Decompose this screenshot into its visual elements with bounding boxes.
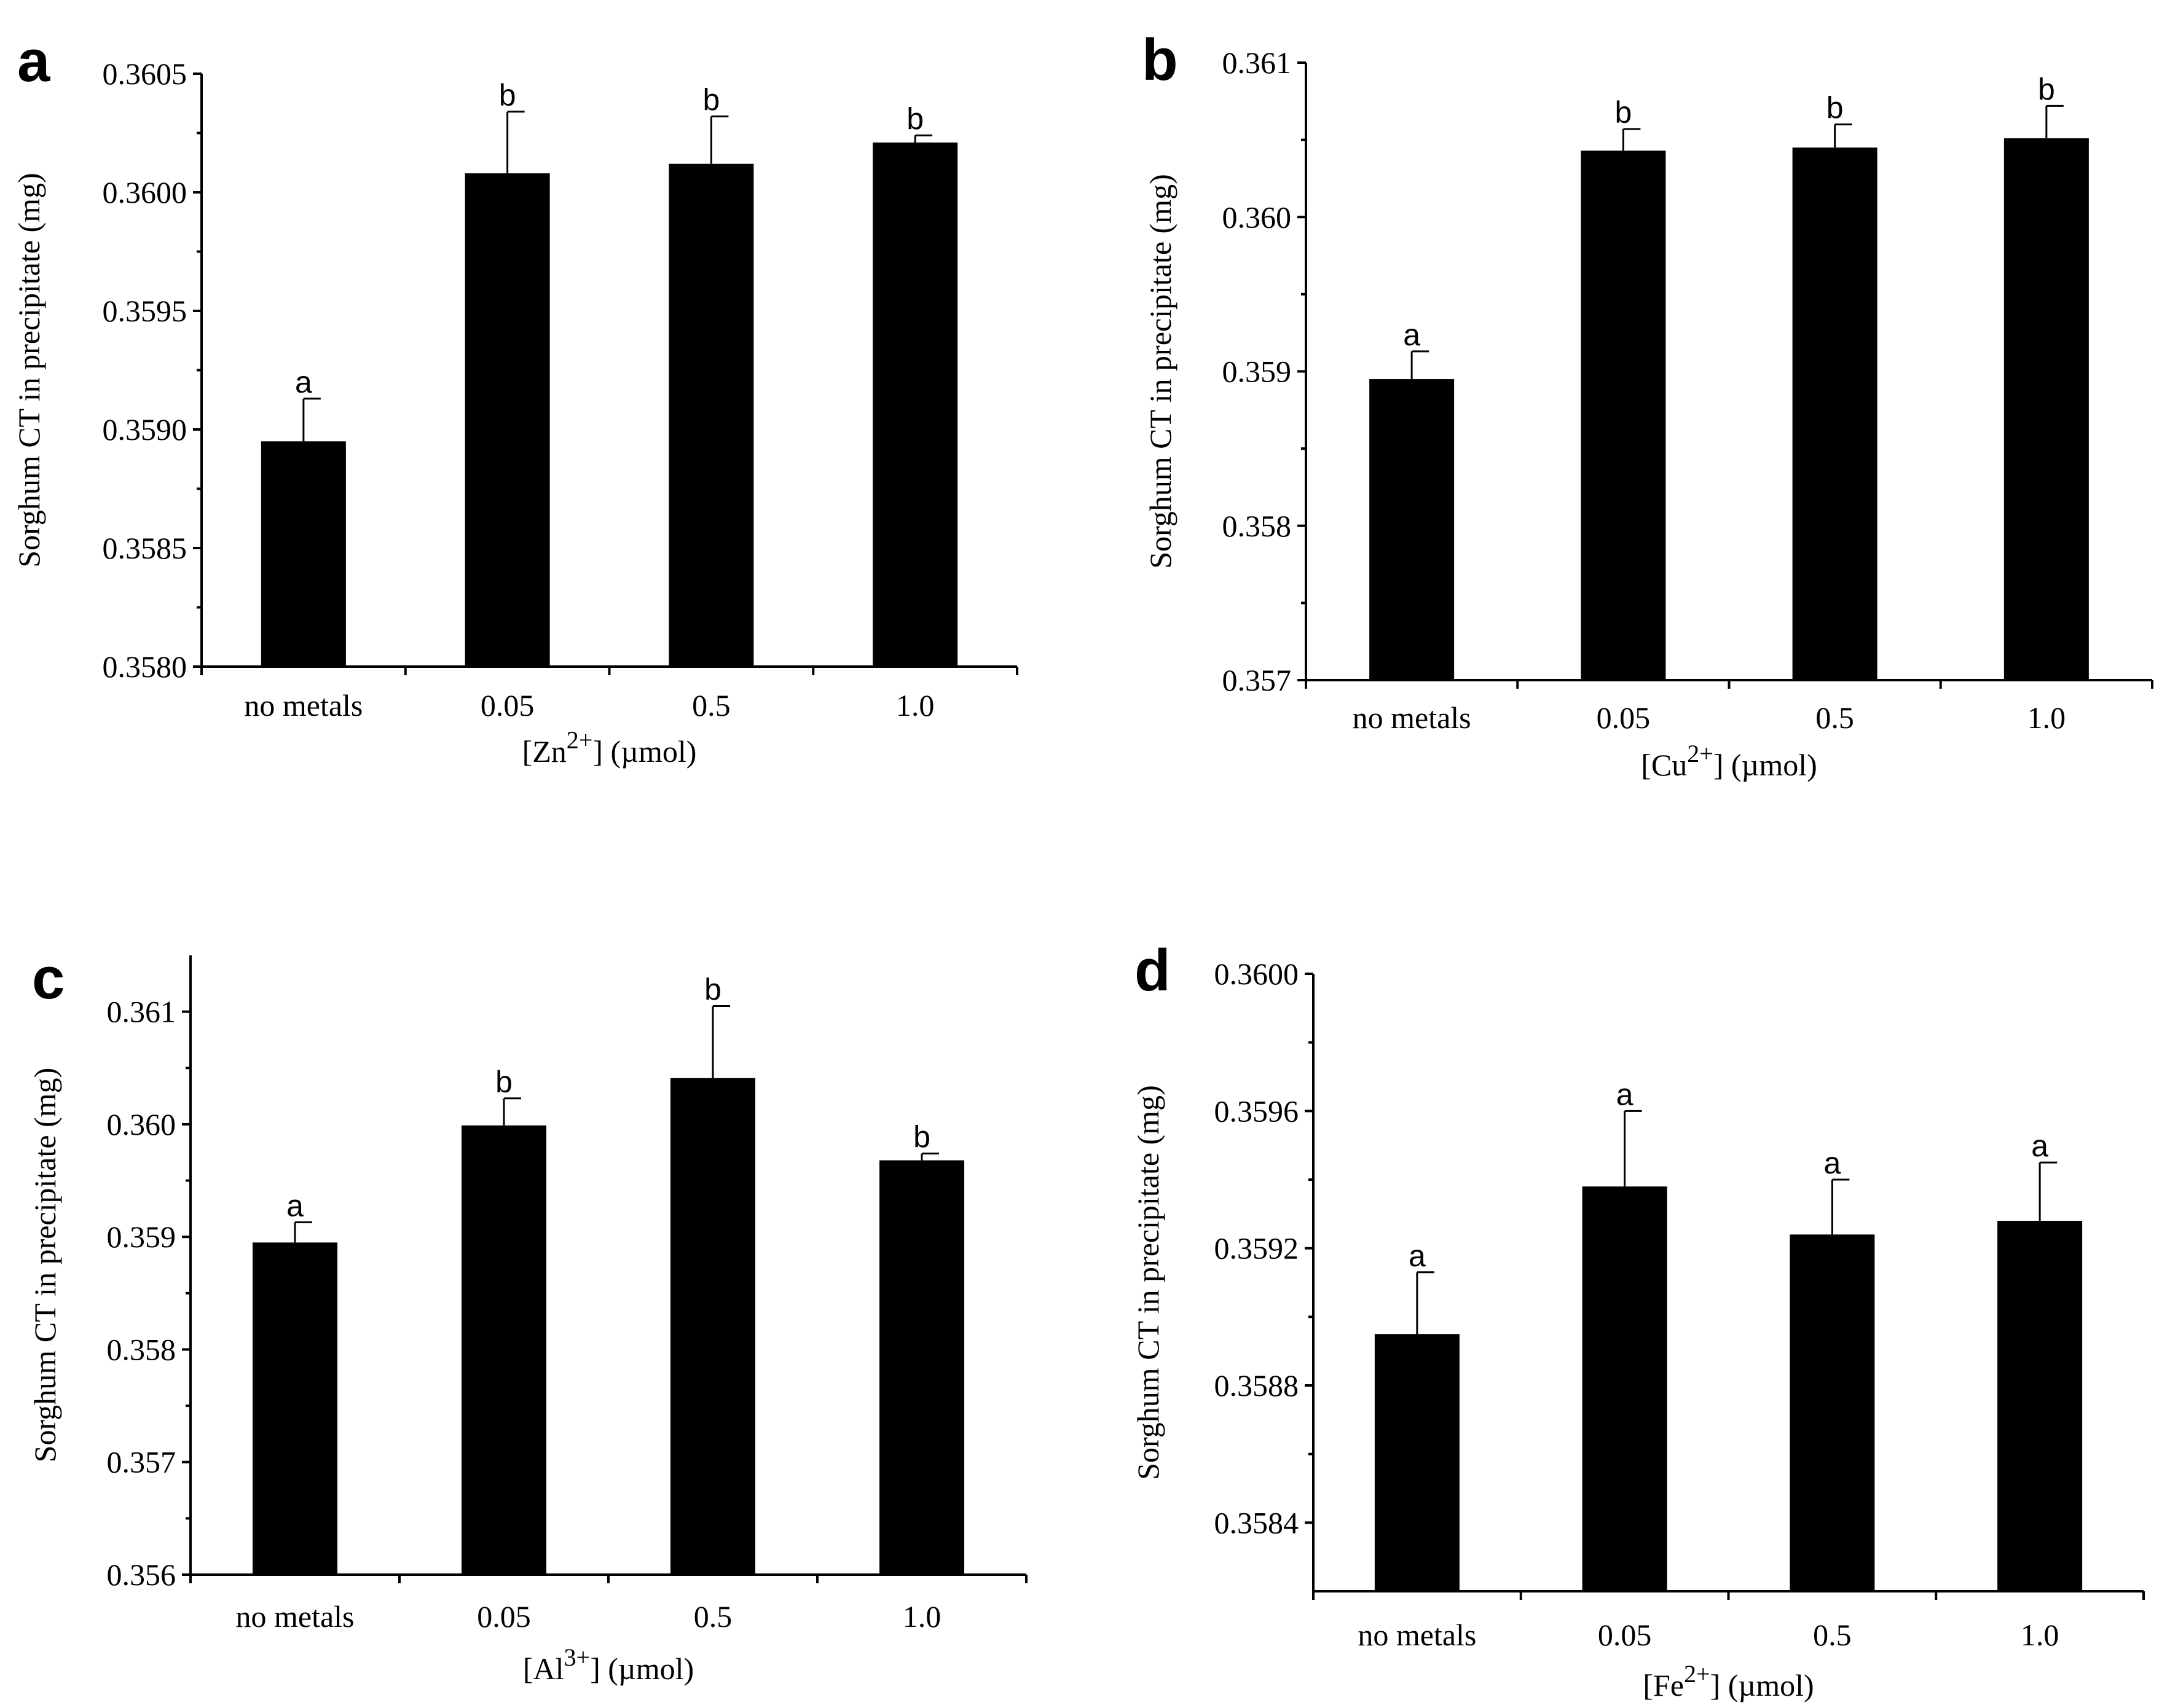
significance-label: b: [495, 1065, 513, 1099]
panel-c: c 0.356 0.357 0.358 0.359 0.360 0.361 a no metal…: [28, 946, 1028, 1686]
x-axis-label-superscript: 2+: [567, 726, 593, 754]
bar: [1997, 1221, 2083, 1591]
y-tick-label: 0.360: [107, 1107, 176, 1142]
y-tick-label: 0.3600: [1214, 957, 1299, 991]
bar: [1369, 379, 1455, 680]
y-tick-label: 0.3588: [1214, 1368, 1299, 1403]
bar: [1790, 1234, 1875, 1591]
y-tick-label: 0.3584: [1214, 1505, 1299, 1540]
x-tick-label: no metals: [244, 688, 363, 723]
panel-letter: a: [17, 28, 50, 94]
y-tick-label: 0.357: [107, 1445, 176, 1479]
significance-label: b: [499, 78, 516, 112]
x-axis-label-prefix: [Cu: [1641, 748, 1687, 782]
x-tick-label: no metals: [1358, 1618, 1476, 1652]
y-tick-label: 0.3600: [103, 175, 187, 210]
x-axis-label-superscript: 2+: [1684, 1660, 1710, 1688]
y-tick-label: 0.3596: [1214, 1094, 1299, 1128]
x-axis-label-suffix: ] (µmol): [590, 1651, 694, 1686]
panel-letter: d: [1134, 938, 1171, 1003]
bar: [669, 163, 754, 667]
x-tick-label: 1.0: [2027, 700, 2066, 735]
bar: [1374, 1334, 1460, 1591]
bar: [462, 1125, 546, 1575]
panel-d: d 0.3584 0.3588 0.3592 0.3596 0.3600 a no metal…: [1131, 938, 2145, 1702]
panel-b: b 0.357 0.358 0.359 0.360 0.361 a no metals b 0.0…: [1142, 27, 2153, 782]
x-tick-label: 0.5: [692, 688, 731, 723]
bar: [465, 173, 550, 667]
x-tick-label: 0.05: [477, 1599, 531, 1634]
significance-label: b: [913, 1120, 930, 1154]
y-tick-label: 0.357: [1222, 663, 1292, 697]
x-tick-label: no metals: [235, 1599, 354, 1634]
significance-label: a: [286, 1188, 304, 1223]
significance-label: a: [1823, 1146, 1841, 1180]
x-tick-label: 0.05: [1597, 700, 1651, 735]
y-tick-label: 0.3585: [103, 531, 187, 565]
y-tick-label: 0.358: [107, 1332, 176, 1366]
x-axis-label-prefix: [Zn: [522, 734, 567, 769]
significance-label: a: [2031, 1129, 2048, 1163]
significance-label: b: [906, 101, 924, 136]
y-tick-label: 0.359: [1222, 355, 1292, 389]
x-axis-label-suffix: ] (µmol): [592, 734, 696, 769]
bar: [873, 142, 958, 667]
bar: [2003, 138, 2089, 681]
y-tick-label: 0.361: [107, 995, 176, 1029]
x-axis-label: [Fe2+] (µmol): [1643, 1660, 1814, 1702]
y-tick-label: 0.359: [107, 1220, 176, 1254]
x-axis-label-suffix: ] (µmol): [1710, 1668, 1814, 1702]
significance-label: b: [2038, 72, 2055, 106]
x-axis-label-superscript: 2+: [1687, 740, 1713, 767]
y-tick-label: 0.3590: [103, 412, 187, 447]
y-tick-label: 0.3580: [103, 649, 187, 684]
x-axis-label-prefix: [Fe: [1643, 1668, 1684, 1702]
x-axis-label-prefix: [Al: [523, 1651, 564, 1686]
x-axis-label-superscript: 3+: [564, 1643, 591, 1671]
y-axis-label: Sorghum CT in precipitate (mg): [12, 173, 46, 568]
x-tick-label: 1.0: [903, 1599, 942, 1634]
x-tick-label: 0.05: [1598, 1618, 1652, 1652]
bar: [261, 441, 346, 667]
y-axis-label: Sorghum CT in precipitate (mg): [1143, 174, 1177, 569]
significance-label: b: [702, 82, 720, 117]
x-axis-label: [Zn2+] (µmol): [522, 726, 697, 769]
significance-label: a: [1403, 318, 1420, 352]
bar: [670, 1078, 755, 1575]
significance-label: a: [1616, 1077, 1634, 1111]
x-tick-label: no metals: [1353, 700, 1471, 735]
y-tick-label: 0.358: [1222, 509, 1292, 543]
x-tick-label: 1.0: [2021, 1618, 2059, 1652]
panel-letter: c: [32, 946, 65, 1011]
significance-label: b: [704, 972, 721, 1006]
y-tick-label: 0.361: [1222, 45, 1292, 80]
bar: [253, 1242, 337, 1575]
x-axis-label: [Al3+] (µmol): [523, 1643, 694, 1686]
y-tick-label: 0.360: [1222, 200, 1292, 234]
panel-a: a 0.3580 0.3585 0.3590 0.3595 0.3600 0.3605 a no…: [12, 28, 1018, 769]
bar: [879, 1160, 964, 1575]
x-axis-label: [Cu2+] (µmol): [1641, 740, 1817, 782]
y-tick-label: 0.3595: [103, 294, 187, 328]
x-tick-label: 0.05: [481, 688, 535, 723]
x-tick-label: 0.5: [1815, 700, 1854, 735]
x-tick-label: 0.5: [1813, 1618, 1852, 1652]
bar: [1582, 1186, 1667, 1591]
x-axis-label-suffix: ] (µmol): [1713, 748, 1817, 782]
bar: [1792, 147, 1877, 680]
x-tick-label: 0.5: [694, 1599, 733, 1634]
x-tick-label: 1.0: [896, 688, 935, 723]
significance-label: a: [295, 365, 312, 399]
y-axis-label: Sorghum CT in precipitate (mg): [1131, 1085, 1165, 1480]
significance-label: b: [1826, 91, 1844, 125]
y-axis-label: Sorghum CT in precipitate (mg): [28, 1068, 62, 1463]
panel-letter: b: [1142, 27, 1178, 93]
y-tick-label: 0.356: [107, 1557, 176, 1592]
bar: [1581, 151, 1666, 680]
y-tick-label: 0.3592: [1214, 1231, 1299, 1266]
significance-label: a: [1409, 1239, 1426, 1273]
y-tick-label: 0.3605: [103, 57, 187, 91]
significance-label: b: [1614, 95, 1632, 130]
